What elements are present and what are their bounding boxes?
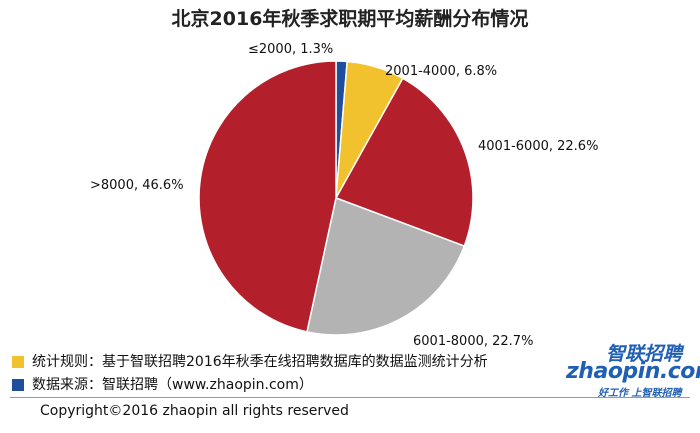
logo-site: zhaopin.com [566,359,700,384]
slice-label: 4001-600022.6% [478,139,598,154]
divider [10,397,690,398]
value-label: 46.6% [134,178,184,193]
logo-slogan: 好工作 上智联招聘 [598,388,682,399]
category-label: >8000 [90,178,134,193]
note-marker [12,356,24,368]
chart-title: 北京2016年秋季求职期平均薪酬分布情况 [171,8,529,30]
slice-label: 6001-800022.7% [413,334,533,349]
logo-name: 智联招聘 [606,343,683,365]
value-label: 1.3% [292,42,333,57]
pie-slice [306,196,466,336]
slice-label: 2001-40006.8% [385,64,497,79]
note: 数据来源：智联招聘（www.zhaopin.com） [32,377,313,393]
pie-slice [334,77,474,247]
category-label: 4001-6000 [478,139,549,154]
note: 统计规则：基于智联招聘2016年秋季在线招聘数据库的数据监测统计分析 [32,354,488,370]
value-label: 22.7% [484,334,534,349]
category-label: ≤2000 [248,42,292,57]
value-label: 22.6% [549,139,599,154]
slice-label: >800046.6% [90,178,184,193]
category-label: 6001-8000 [413,334,484,349]
slice-label: ≤20001.3% [248,42,333,57]
copyright: Copyright©2016 zhaopin all rights reserv… [40,403,349,419]
note-marker [12,379,24,391]
pie-slice [198,60,337,333]
category-label: 2001-4000 [385,64,456,79]
value-label: 6.8% [456,64,497,79]
